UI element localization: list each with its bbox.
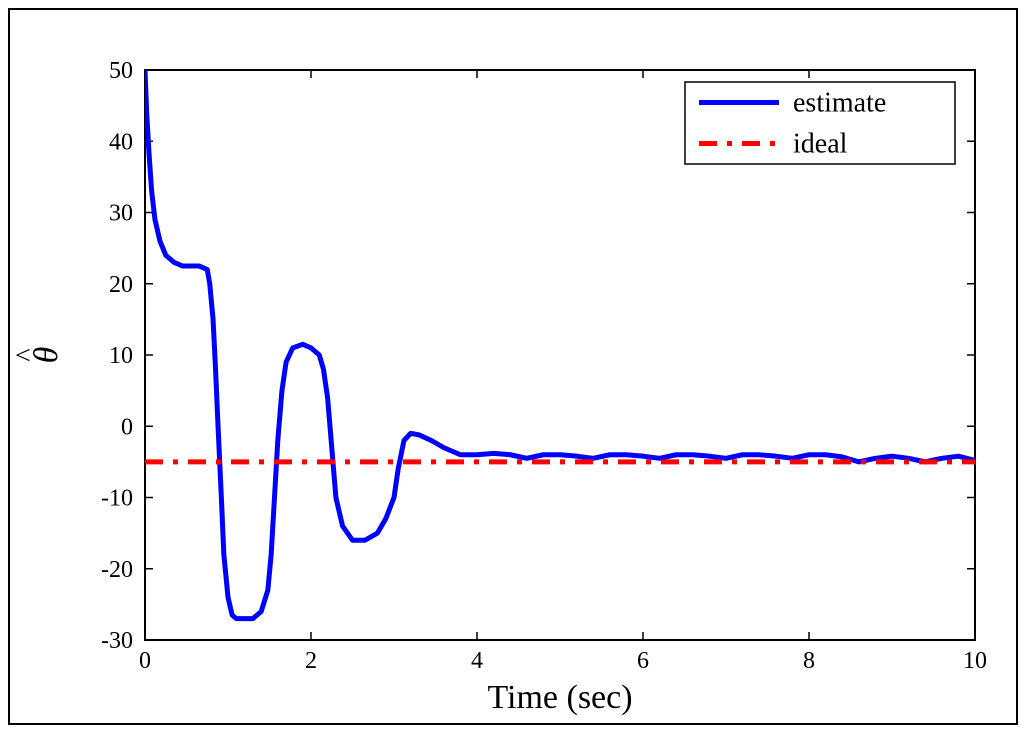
x-tick-label: 4 <box>471 648 483 674</box>
y-tick-label: 40 <box>109 129 133 155</box>
x-tick-label: 0 <box>139 648 151 674</box>
y-tick-label: 30 <box>109 201 133 227</box>
y-axis-hat: ^ <box>11 348 42 361</box>
figure-frame: 0 2 4 6 8 10 -30 -20 -10 0 10 20 30 40 50 Time (sec) θ^ e… <box>8 8 1018 725</box>
legend-label-estimate: estimate <box>793 88 886 119</box>
chart-svg: 0 2 4 6 8 10 -30 -20 -10 0 10 20 30 40 50 Time (sec) θ^ e… <box>10 10 1016 723</box>
x-tick-label: 8 <box>803 648 815 674</box>
y-tick-label: -20 <box>101 557 133 583</box>
y-tick-label: -10 <box>101 486 133 512</box>
x-axis-label: Time (sec) <box>487 679 632 716</box>
y-tick-label: 0 <box>121 414 133 440</box>
y-tick-label: 10 <box>109 343 133 369</box>
y-tick-label: -30 <box>101 628 133 654</box>
x-tick-label: 2 <box>305 648 317 674</box>
y-axis-label: θ^ <box>11 347 65 364</box>
y-tick-label: 20 <box>109 272 133 298</box>
y-tick-label: 50 <box>109 58 133 84</box>
legend-label-ideal: ideal <box>793 129 848 160</box>
x-tick-label: 6 <box>637 648 649 674</box>
x-tick-label: 10 <box>963 648 987 674</box>
